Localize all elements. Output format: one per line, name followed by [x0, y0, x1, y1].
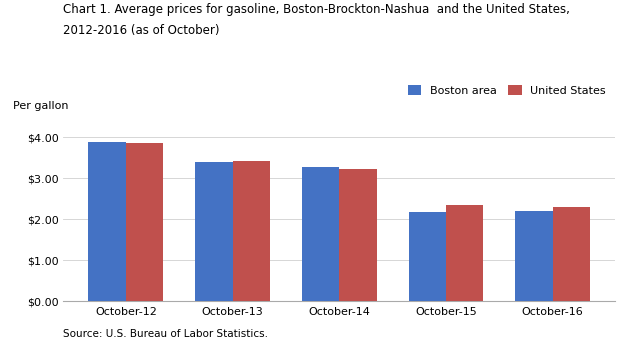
- Bar: [126, 143, 163, 301]
- Bar: [89, 142, 126, 301]
- Legend: Boston area, United States: Boston area, United States: [404, 82, 609, 99]
- Bar: [302, 167, 339, 301]
- Bar: [515, 211, 553, 301]
- Bar: [408, 212, 446, 301]
- Bar: [446, 205, 483, 301]
- Text: Chart 1. Average prices for gasoline, Boston-Brockton-Nashua  and the United Sta: Chart 1. Average prices for gasoline, Bo…: [63, 3, 570, 17]
- Text: 2012-2016 (as of October): 2012-2016 (as of October): [63, 24, 220, 37]
- Bar: [553, 207, 590, 301]
- Bar: [339, 169, 377, 301]
- Bar: [195, 162, 233, 301]
- Text: Per gallon: Per gallon: [13, 101, 68, 111]
- Bar: [233, 161, 270, 301]
- Text: Source: U.S. Bureau of Labor Statistics.: Source: U.S. Bureau of Labor Statistics.: [63, 329, 268, 339]
